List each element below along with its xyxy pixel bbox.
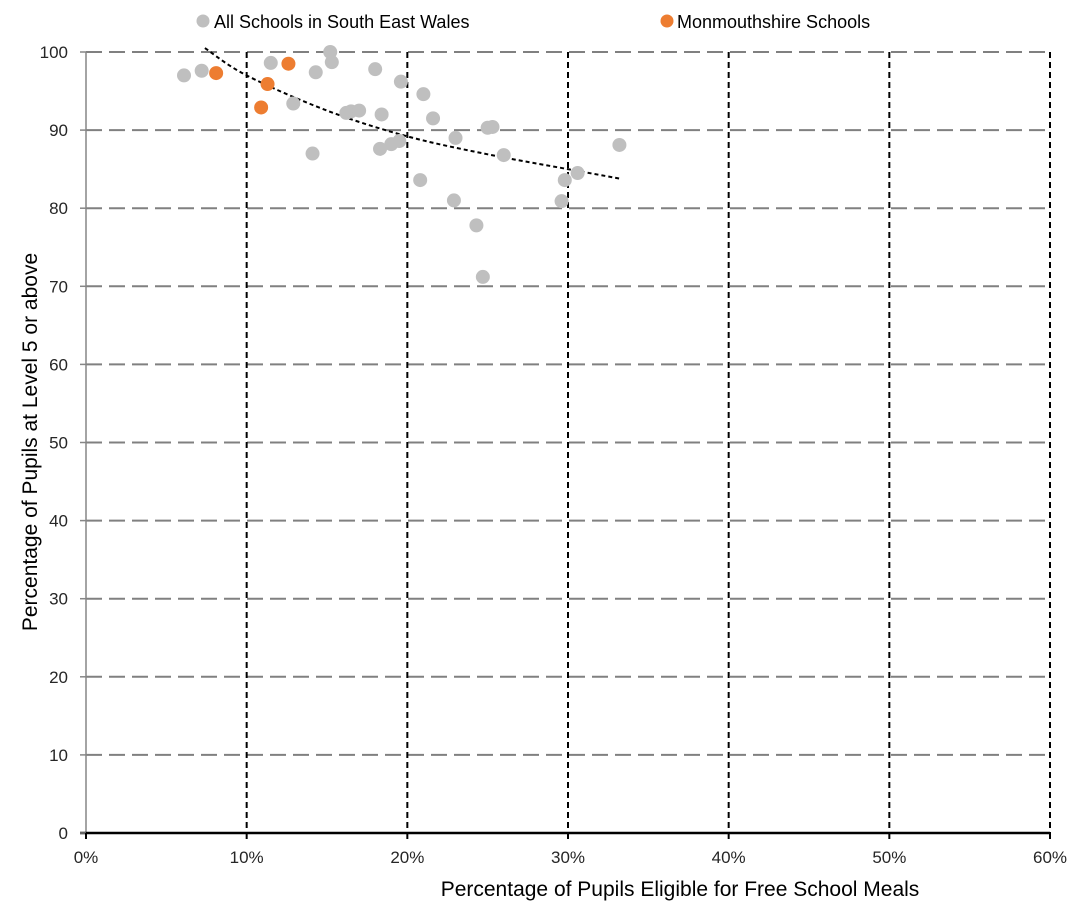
y-tick-label: 60 [49, 355, 68, 374]
y-axis-title: Percentage of Pupils at Level 5 or above [19, 253, 42, 631]
point-monmouthshire [254, 100, 269, 115]
y-tick-label: 100 [40, 43, 68, 62]
x-tick-label: 20% [390, 848, 424, 867]
point-monmouthshire [281, 56, 296, 71]
y-tick-label: 90 [49, 121, 68, 140]
point-all-schools [612, 137, 627, 152]
x-tick-label: 40% [712, 848, 746, 867]
point-all-schools [392, 134, 407, 149]
point-all-schools [570, 166, 585, 181]
tick-labels: 0 10 20 30 40 50 60 70 80 90 100 0% 10% 20% 30% 40% 50% 6… [40, 43, 1067, 867]
data-points [177, 45, 627, 284]
x-tick-label: 10% [230, 848, 264, 867]
point-all-schools [368, 62, 383, 77]
point-all-schools [475, 269, 490, 284]
point-all-schools [554, 194, 569, 209]
point-all-schools [324, 55, 339, 70]
legend-marker-all-schools [196, 14, 210, 28]
point-all-schools [426, 111, 441, 126]
trendline-group [204, 47, 620, 180]
point-all-schools [496, 148, 511, 163]
legend-marker-monmouthshire [660, 14, 674, 28]
y-tick-label: 30 [49, 590, 68, 609]
y-tick-label: 40 [49, 512, 68, 531]
point-all-schools [177, 68, 192, 83]
point-all-schools [393, 74, 408, 89]
point-all-schools [413, 173, 428, 188]
x-tick-label: 30% [551, 848, 585, 867]
point-all-schools [469, 218, 484, 233]
legend: All Schools in South East Wales Monmouth… [196, 12, 870, 32]
point-all-schools [308, 65, 323, 80]
point-all-schools [485, 119, 500, 134]
point-all-schools [374, 107, 389, 122]
y-tick-label: 10 [49, 746, 68, 765]
point-all-schools [448, 130, 463, 145]
point-all-schools [286, 96, 301, 111]
point-all-schools [416, 87, 431, 102]
point-all-schools [446, 193, 461, 208]
point-all-schools [557, 173, 572, 188]
axes [80, 51, 1051, 839]
point-monmouthshire [260, 77, 275, 92]
point-monmouthshire [209, 66, 224, 81]
point-all-schools [305, 146, 320, 161]
point-all-schools [263, 55, 278, 70]
y-tick-label: 80 [49, 199, 68, 218]
x-tick-label: 50% [872, 848, 906, 867]
point-all-schools [194, 63, 209, 78]
point-all-schools [373, 141, 388, 156]
trendline [204, 47, 620, 180]
x-tick-label: 0% [74, 848, 99, 867]
y-tick-label: 50 [49, 434, 68, 453]
legend-label-all-schools: All Schools in South East Wales [214, 12, 469, 32]
x-tick-label: 60% [1033, 848, 1067, 867]
x-axis-title: Percentage of Pupils Eligible for Free S… [441, 878, 920, 901]
y-tick-label: 20 [49, 668, 68, 687]
y-tick-label: 0 [59, 824, 68, 843]
legend-label-monmouthshire: Monmouthshire Schools [677, 12, 870, 32]
point-all-schools [352, 103, 367, 118]
y-tick-label: 70 [49, 277, 68, 296]
